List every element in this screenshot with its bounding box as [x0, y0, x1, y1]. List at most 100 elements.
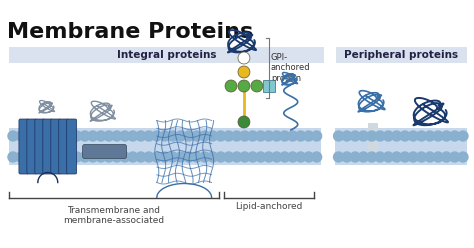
Circle shape	[16, 152, 26, 162]
Circle shape	[408, 152, 418, 162]
Circle shape	[168, 152, 178, 162]
Circle shape	[232, 131, 242, 141]
Circle shape	[104, 131, 114, 141]
Circle shape	[417, 131, 427, 141]
Circle shape	[450, 131, 460, 141]
Circle shape	[342, 131, 352, 141]
FancyBboxPatch shape	[35, 119, 45, 174]
Circle shape	[112, 152, 122, 162]
Circle shape	[120, 131, 130, 141]
Circle shape	[400, 152, 410, 162]
Circle shape	[458, 152, 468, 162]
Circle shape	[72, 131, 82, 141]
Text: Peripheral proteins: Peripheral proteins	[344, 50, 458, 60]
Circle shape	[358, 152, 368, 162]
Circle shape	[8, 131, 18, 141]
Circle shape	[288, 131, 298, 141]
Circle shape	[334, 152, 344, 162]
FancyBboxPatch shape	[19, 119, 29, 174]
Circle shape	[128, 152, 138, 162]
Bar	[9, 147, 320, 165]
Circle shape	[208, 131, 218, 141]
Circle shape	[96, 152, 106, 162]
Circle shape	[200, 152, 210, 162]
Circle shape	[136, 131, 146, 141]
Circle shape	[272, 152, 282, 162]
Circle shape	[342, 152, 352, 162]
Circle shape	[184, 131, 194, 141]
Circle shape	[238, 116, 250, 128]
Circle shape	[450, 152, 460, 162]
Bar	[336, 47, 467, 63]
Circle shape	[417, 152, 427, 162]
Circle shape	[280, 152, 290, 162]
Circle shape	[264, 131, 273, 141]
Bar	[335, 147, 467, 165]
Text: Integral proteins: Integral proteins	[117, 50, 216, 60]
Circle shape	[367, 131, 377, 141]
Bar	[335, 128, 467, 147]
Circle shape	[441, 152, 451, 162]
Circle shape	[48, 152, 58, 162]
Circle shape	[238, 66, 250, 78]
Circle shape	[334, 131, 344, 141]
Circle shape	[208, 152, 218, 162]
Circle shape	[160, 152, 170, 162]
Circle shape	[383, 131, 393, 141]
Circle shape	[152, 152, 162, 162]
Circle shape	[48, 131, 58, 141]
Circle shape	[56, 131, 66, 141]
Circle shape	[238, 80, 250, 92]
Circle shape	[8, 152, 18, 162]
Circle shape	[392, 131, 401, 141]
Circle shape	[408, 131, 418, 141]
Circle shape	[192, 131, 202, 141]
Circle shape	[24, 131, 34, 141]
Circle shape	[375, 152, 385, 162]
Circle shape	[280, 131, 290, 141]
Circle shape	[288, 152, 298, 162]
Bar	[9, 128, 320, 147]
Bar	[9, 47, 324, 63]
Circle shape	[16, 131, 26, 141]
Circle shape	[176, 152, 186, 162]
FancyBboxPatch shape	[43, 119, 53, 174]
Circle shape	[425, 152, 435, 162]
Circle shape	[458, 131, 468, 141]
Circle shape	[248, 131, 258, 141]
Circle shape	[88, 152, 98, 162]
Circle shape	[433, 131, 443, 141]
Circle shape	[160, 131, 170, 141]
Circle shape	[375, 131, 385, 141]
Circle shape	[72, 152, 82, 162]
Circle shape	[216, 131, 226, 141]
Text: Membrane Proteins: Membrane Proteins	[7, 22, 253, 42]
Circle shape	[311, 152, 322, 162]
Circle shape	[144, 131, 154, 141]
Bar	[368, 123, 378, 161]
FancyBboxPatch shape	[59, 119, 69, 174]
Circle shape	[232, 152, 242, 162]
Circle shape	[240, 152, 250, 162]
Circle shape	[296, 152, 306, 162]
Circle shape	[168, 131, 178, 141]
FancyBboxPatch shape	[67, 119, 77, 174]
Circle shape	[88, 131, 98, 141]
Circle shape	[80, 131, 90, 141]
Circle shape	[251, 80, 263, 92]
FancyBboxPatch shape	[82, 145, 127, 158]
Circle shape	[152, 131, 162, 141]
Circle shape	[32, 152, 42, 162]
Circle shape	[255, 131, 265, 141]
Circle shape	[304, 152, 314, 162]
Text: Transmembrane and
membrane-associated: Transmembrane and membrane-associated	[64, 206, 164, 225]
Circle shape	[64, 152, 74, 162]
Circle shape	[304, 131, 314, 141]
Circle shape	[255, 152, 265, 162]
Circle shape	[350, 131, 360, 141]
Circle shape	[400, 131, 410, 141]
Circle shape	[80, 152, 90, 162]
Circle shape	[144, 152, 154, 162]
Circle shape	[104, 152, 114, 162]
Circle shape	[311, 131, 322, 141]
